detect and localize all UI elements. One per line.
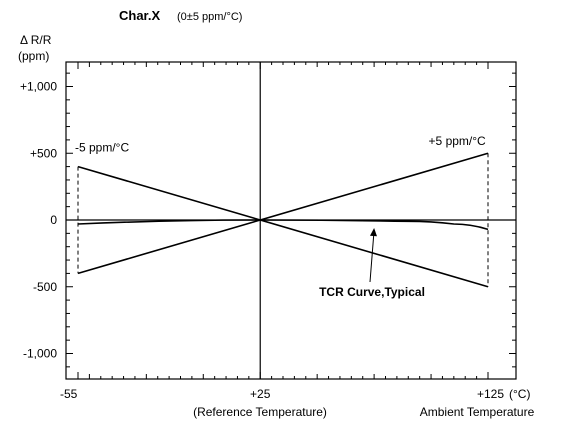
x-tick-label: +125 — [477, 387, 504, 401]
y-tick-label: 0 — [50, 213, 57, 227]
chart-title: Char.X — [119, 8, 161, 23]
y-tick-label: -1,000 — [23, 347, 57, 361]
y-tick-labels: +1,000 +500 0 -500 -1,000 — [20, 80, 57, 361]
series-group — [77, 152, 489, 288]
x-tick-labels: -55 +25 +125 — [60, 387, 504, 401]
y-axis-label-line-2: (ppm) — [18, 49, 49, 63]
tcr-arrow-head — [369, 228, 377, 237]
y-tick-label: +500 — [30, 146, 57, 160]
x-unit-label: (°C) — [509, 387, 530, 401]
tick-marks — [66, 62, 516, 379]
x-reference-label: (Reference Temperature) — [193, 405, 327, 419]
chart-subtitle: (0±5 ppm/°C) — [177, 11, 242, 23]
annotations: -5 ppm/°C +5 ppm/°C TCR Curve,Typical — [75, 134, 486, 299]
series-upper-bound — [77, 152, 489, 221]
y-tick-label: +1,000 — [20, 80, 57, 94]
y-tick-label: -500 — [33, 280, 57, 294]
x-axis-label: Ambient Temperature — [420, 405, 535, 419]
annotation-plus5: +5 ppm/°C — [429, 134, 486, 148]
annotation-tcr: TCR Curve,Typical — [319, 285, 425, 299]
series-lower-bound — [77, 219, 489, 288]
y-axis-label-line-1: Δ R/R — [20, 33, 52, 47]
x-tick-label: -55 — [60, 387, 78, 401]
x-tick-label: +25 — [250, 387, 271, 401]
tcr-arrow-shaft — [369, 229, 375, 283]
annotation-minus5: -5 ppm/°C — [75, 140, 129, 154]
series-tcr-typical — [77, 219, 489, 231]
